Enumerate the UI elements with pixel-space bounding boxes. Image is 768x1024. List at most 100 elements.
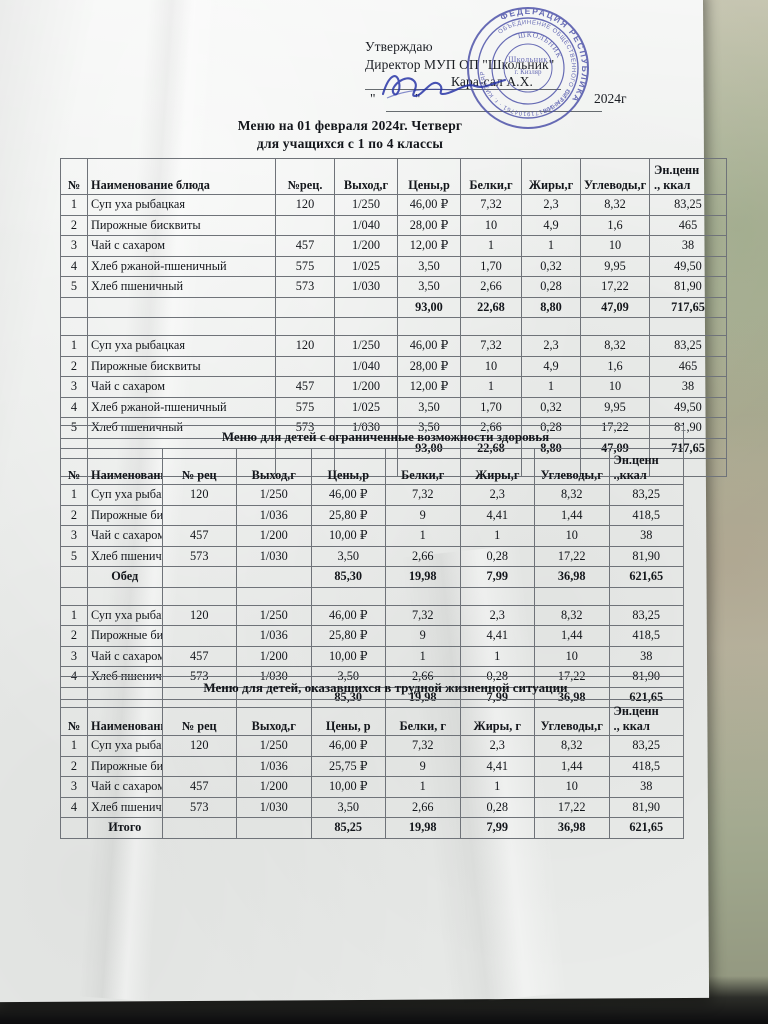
col-energy-top: Эн.ценн (654, 163, 700, 177)
cell-carb: 1,44 (534, 504, 609, 526)
cell-price: 3,50 (397, 276, 461, 297)
col-energy: Эн.ценн .,ккал (609, 448, 684, 485)
cell-num: 1 (60, 484, 88, 505)
cell-recipe: 120 (275, 335, 335, 356)
cell-output: 1/036 (236, 756, 311, 777)
table-row: 4 Хлеб ржаной-пшеничный 575 1/025 3,50 1,70 0,… (60, 255, 727, 277)
cell-output: 1/025 (334, 397, 398, 418)
cell-carb: 36,98 (534, 817, 609, 838)
col-price: Цены, р (311, 699, 386, 736)
cell-fat: 0,28 (460, 546, 535, 567)
table-header-row: № Наименование блюда № рец Выход,г Цены,… (60, 699, 684, 736)
cell-num: 2 (60, 356, 88, 377)
signature-rule (365, 89, 561, 90)
cell-fat: 2,3 (460, 605, 535, 626)
cell-output (334, 297, 398, 318)
section-title-3: Меню для детей, оказавшихся в трудной жи… (87, 676, 684, 700)
cell-name: Чай с сахаром (87, 235, 276, 256)
cell-kcal: 83,25 (609, 605, 684, 626)
cell-kcal: 38 (609, 525, 684, 546)
cell-output: 1/040 (334, 356, 398, 377)
col-fat: Жиры, г (460, 699, 535, 736)
cell-protein: 1 (460, 376, 522, 397)
cell-kcal: 418,5 (609, 505, 684, 526)
spacer-row (60, 587, 684, 605)
cell-recipe (275, 356, 335, 377)
cell-recipe: 457 (162, 646, 237, 667)
cell-fat: 7,99 (460, 817, 535, 838)
cell-name: Чай с сахаром (87, 776, 162, 797)
cell-num: 4 (60, 797, 88, 818)
cell-recipe (275, 297, 335, 318)
cell-protein: 2,66 (385, 546, 460, 567)
table-row: 3 Чай с сахаром 457 1/200 10,00 ₽1 1 10 38 (60, 776, 684, 797)
cell-price: 46,00 ₽ (311, 605, 386, 626)
cell-output: 1/200 (236, 646, 311, 667)
cell-num: 2 (60, 625, 88, 646)
cell-recipe (162, 504, 237, 526)
col-output: Выход,г (236, 448, 311, 485)
table-row: 1 Суп уха рыбацкая 120 1/250 46,00 ₽7,32 2,3 8… (60, 735, 684, 756)
date-quotes: " " (370, 91, 439, 106)
cell-fat: 2,3 (460, 484, 535, 505)
approval-line-2: Директор МУП ОП "Школьник" (365, 56, 555, 72)
cell-kcal: 418,5 (609, 756, 684, 777)
cell-num: 4 (60, 255, 88, 277)
cell-protein: 2,66 (385, 797, 460, 818)
col-energy-bottom: ., ккал (613, 719, 650, 733)
cell-name: Хлеб ржаной-пшеничный (87, 255, 276, 277)
cell-price (397, 317, 461, 336)
cell-carb: 47,09 (580, 297, 650, 318)
cell-fat (521, 317, 581, 336)
page-title: Меню на 01 февраля 2024г. Четверг для уч… (0, 118, 706, 152)
cell-price: 28,00 ₽ (397, 215, 461, 236)
cell-name: Суп уха рыбацкая (87, 335, 276, 356)
table-3-body: 1 Суп уха рыбацкая 120 1/250 46,00 ₽7,32 2,3 8… (60, 735, 684, 838)
cell-kcal: 49,50 (649, 256, 727, 277)
cell-recipe (162, 587, 237, 605)
cell-carb: 8,32 (580, 194, 650, 215)
cell-output: 1/030 (236, 546, 311, 567)
cell-fat: 4,9 (521, 215, 581, 236)
cell-num: 5 (60, 276, 88, 297)
cell-num (60, 566, 88, 587)
col-energy-bottom: ., ккал (654, 178, 691, 192)
col-num: № (60, 158, 88, 195)
cell-name: Хлеб пшеничный (87, 797, 162, 818)
cell-name: Суп уха рыбацкая (87, 484, 162, 505)
cell-carb: 1,6 (580, 356, 650, 377)
cell-protein: 1,70 (460, 256, 522, 277)
cell-kcal: 49,50 (649, 397, 727, 418)
cell-carb: 36,98 (534, 566, 609, 587)
cell-num: 1 (60, 605, 88, 626)
approval-year: 2024г (594, 91, 627, 106)
cell-recipe (162, 625, 237, 646)
cell-carb: 10 (580, 376, 650, 397)
cell-price: 10,00 ₽ (311, 646, 386, 667)
section-title-row-3: Меню для детей, оказавшихся в трудной жи… (60, 676, 684, 700)
page-title-line-2: для учащихся с 1 по 4 классы (256, 136, 444, 151)
cell-num (60, 817, 88, 838)
cell-num: 3 (60, 235, 88, 256)
cell-protein: 7,32 (460, 335, 522, 356)
cell-fat: 1 (521, 376, 581, 397)
cell-num: 1 (60, 735, 88, 756)
cell-protein: 22,68 (460, 297, 522, 318)
cell-fat: 8,80 (521, 297, 581, 318)
cell-kcal: 621,65 (609, 817, 684, 838)
paper-sheet: Утверждаю Директор МУП ОП "Школьник" Кар… (0, 0, 727, 1006)
menu-table-3: Меню для детей, оказавшихся в трудной жи… (60, 676, 684, 839)
director-name: Кара-сал А.Х. (451, 74, 533, 89)
cell-recipe: 573 (162, 546, 237, 567)
cell-carb: 8,32 (534, 735, 609, 756)
cell-recipe: 575 (275, 397, 335, 418)
cell-kcal: 38 (609, 776, 684, 797)
col-protein: Белки,г (460, 158, 522, 195)
cell-fat: 0,32 (521, 256, 581, 277)
table-row: 3 Чай с сахаром 457 1/200 12,00 ₽1 1 10 38 (60, 376, 727, 397)
cell-carb: 1,44 (534, 756, 609, 777)
cell-carb: 10 (534, 776, 609, 797)
cell-price: 46,00 ₽ (397, 335, 461, 356)
cell-recipe: 457 (275, 376, 335, 397)
